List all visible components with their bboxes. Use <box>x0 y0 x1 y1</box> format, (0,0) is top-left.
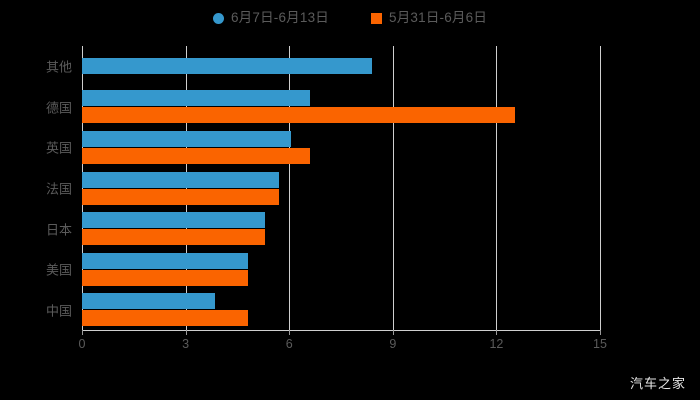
x-tick-mark-0 <box>82 330 83 335</box>
bar-series-1-法国[interactable] <box>82 171 279 188</box>
watermark: 汽车之家 <box>629 376 686 391</box>
y-axis-label-中国: 中国 <box>45 303 72 319</box>
bar-series-1-美国[interactable] <box>82 252 248 269</box>
bar-series-2-美国[interactable] <box>82 269 248 286</box>
gridline-0 <box>82 46 83 330</box>
bar-series-1-日本[interactable] <box>82 212 266 229</box>
x-tick-mark-3 <box>185 330 187 335</box>
x-tick-label-6: 6 <box>285 337 293 351</box>
bar-series-2-中国[interactable] <box>82 310 248 327</box>
bar-series-1-英国[interactable] <box>82 130 291 147</box>
x-tick-label-0: 0 <box>78 337 86 351</box>
legend-item-series-2[interactable]: 5月31日-6月6日 <box>371 11 487 25</box>
legend-swatch-square-icon <box>371 12 382 24</box>
x-tick-label-9: 9 <box>389 337 397 351</box>
y-axis-label-其他: 其他 <box>45 59 72 75</box>
gridline-6 <box>289 46 291 330</box>
legend-label-series-1: 6月7日-6月13日 <box>230 10 329 26</box>
chart-legend: 6月7日-6月13日 5月31日-6月6日 <box>0 0 700 36</box>
gridline-12 <box>496 46 498 330</box>
y-axis-label-日本: 日本 <box>45 222 72 238</box>
gridline-15 <box>600 46 601 330</box>
x-tick-mark-15 <box>600 330 601 335</box>
y-axis-label-英国: 英国 <box>45 140 72 156</box>
bar-series-2-德国[interactable] <box>82 107 516 124</box>
bar-series-1-中国[interactable] <box>82 293 215 310</box>
x-tick-label-12: 12 <box>489 337 504 351</box>
gridline-9 <box>392 46 394 330</box>
x-tick-mark-6 <box>289 330 291 335</box>
x-axis-line <box>82 330 601 331</box>
x-tick-mark-9 <box>392 330 394 335</box>
legend-item-series-1[interactable]: 6月7日-6月13日 <box>212 10 329 26</box>
bar-series-2-英国[interactable] <box>82 147 310 164</box>
bar-series-1-其他[interactable] <box>82 58 373 75</box>
bar-series-2-日本[interactable] <box>82 229 266 246</box>
y-axis-label-法国: 法国 <box>45 181 72 197</box>
gridline-3 <box>185 46 187 330</box>
x-tick-label-3: 3 <box>182 337 190 351</box>
bar-series-2-法国[interactable] <box>82 188 279 205</box>
legend-swatch-circle-icon <box>212 12 224 24</box>
plot-area <box>82 46 601 330</box>
y-axis-label-美国: 美国 <box>45 262 72 278</box>
y-axis-label-德国: 德国 <box>45 100 72 116</box>
x-tick-label-15: 15 <box>593 337 607 351</box>
x-tick-mark-12 <box>496 330 498 335</box>
legend-label-series-2: 5月31日-6月6日 <box>389 10 488 26</box>
bar-series-1-德国[interactable] <box>82 90 310 107</box>
